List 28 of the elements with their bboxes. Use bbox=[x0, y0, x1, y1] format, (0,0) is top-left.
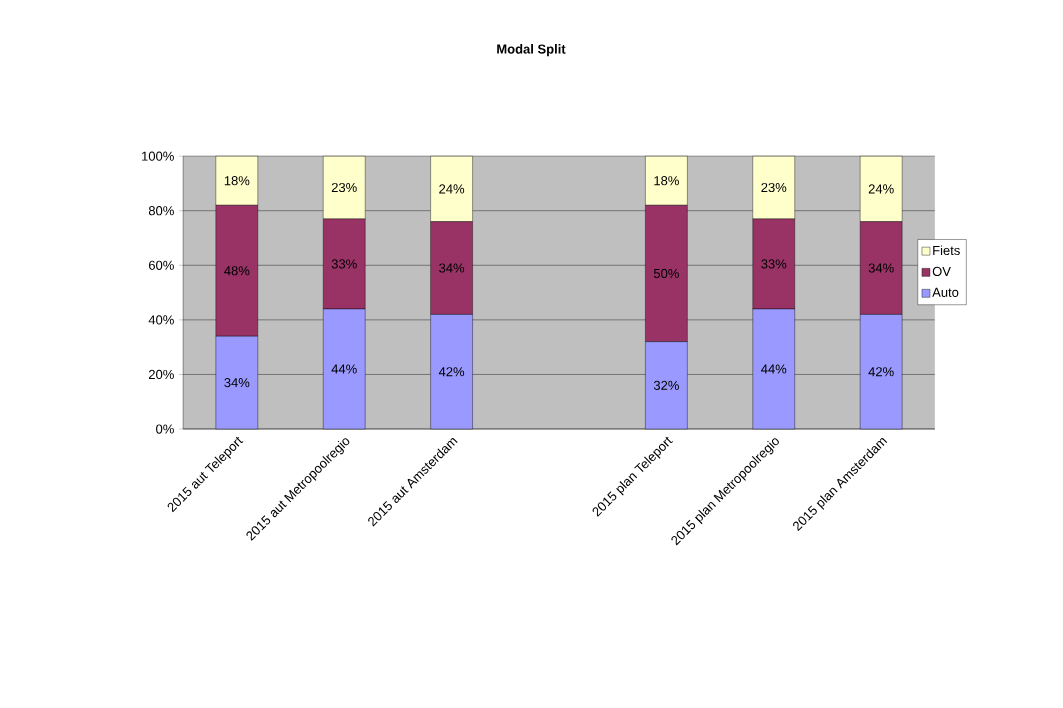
data-label: 23% bbox=[331, 182, 357, 193]
data-label: 24% bbox=[868, 184, 894, 194]
data-label: 32% bbox=[653, 380, 679, 390]
data-label: 50% bbox=[653, 268, 679, 279]
y-tick-label: 40% bbox=[148, 315, 174, 325]
data-label: 42% bbox=[438, 367, 465, 377]
legend-label: OV bbox=[932, 266, 951, 276]
y-tick-label: 80% bbox=[148, 206, 174, 216]
data-label: 23% bbox=[761, 182, 787, 193]
data-label: 34% bbox=[224, 377, 250, 388]
data-label: 42% bbox=[868, 367, 894, 377]
y-tick-label: 20% bbox=[148, 369, 174, 379]
data-label: 34% bbox=[868, 263, 894, 273]
data-label: 34% bbox=[439, 263, 465, 273]
chart-title: Modal Split bbox=[497, 44, 566, 57]
data-label: 44% bbox=[761, 364, 787, 374]
y-tick-label: 100% bbox=[142, 151, 174, 161]
data-label: 48% bbox=[224, 266, 250, 276]
legend-label: Fiets bbox=[933, 245, 960, 255]
data-label: 18% bbox=[654, 176, 679, 186]
y-tick-label: 60% bbox=[148, 260, 174, 270]
data-label: 24% bbox=[439, 184, 465, 194]
data-label: 33% bbox=[331, 259, 357, 269]
y-tick-label: 0% bbox=[156, 424, 174, 434]
legend-label: Auto bbox=[932, 287, 959, 297]
data-label: 18% bbox=[224, 176, 250, 186]
data-label: 33% bbox=[761, 259, 787, 269]
data-label: 44% bbox=[331, 364, 357, 374]
